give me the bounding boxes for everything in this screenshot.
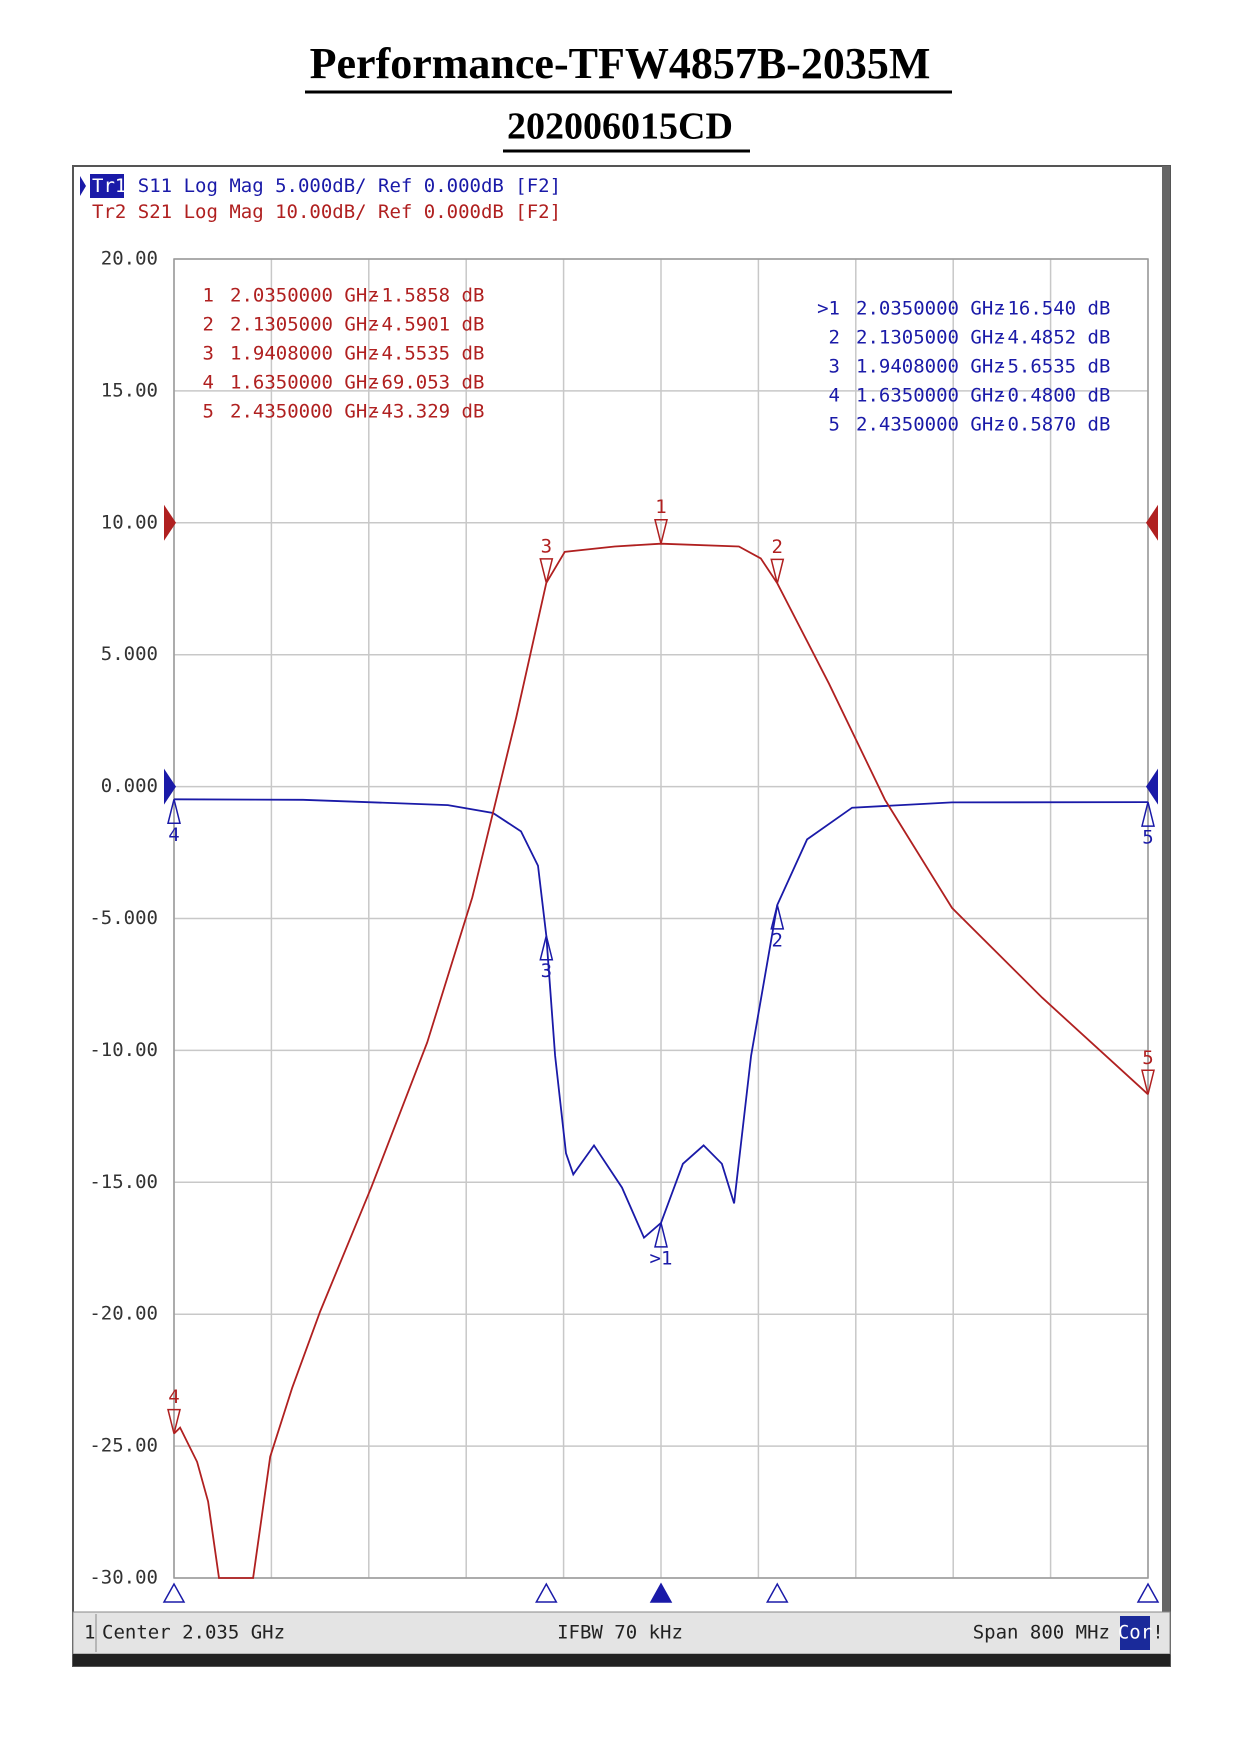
ref-indicator [164,768,176,805]
subtitle: 202006015CD [507,106,733,148]
marker-table-id: 4 [203,372,214,394]
marker-table-value: -1.5858 dB [370,285,484,307]
ref-indicator [164,504,176,541]
title: Performance-TFW4857B-2035M [310,39,931,88]
status-edge [73,1654,1170,1666]
marker [167,1408,181,1434]
y-tick-label: -10.00 [89,1039,158,1061]
legend-entry: S21 [138,201,172,223]
cor-bg [1120,1616,1150,1650]
y-tick-label: 15.00 [101,379,158,401]
marker-table-freq: 1.6350000 GHz [230,372,379,394]
marker-table-freq: 2.4350000 GHz [856,414,1005,436]
trace [173,798,1149,1240]
legend-entry: S11 [138,175,172,197]
marker [539,558,554,584]
ref-indicator [1146,504,1158,541]
marker-table-id: 3 [203,343,214,365]
marker-table-id: 5 [829,414,840,436]
marker-table-freq: 2.1305000 GHz [856,327,1005,349]
marker [654,518,668,544]
marker-id: 2 [772,536,783,558]
marker-table-id: 3 [829,356,840,378]
trace-header: Tr2 S21 Log Mag 10.00dB/ Ref 0.000dB [F2… [92,201,561,223]
marker-id: 4 [168,824,179,846]
trace-header: Tr1 S11 Log Mag 5.000dB/ Ref 0.000dB [F2… [92,175,561,197]
marker-table-freq: 2.0350000 GHz [230,285,379,307]
marker [539,935,554,961]
active-indicator [80,176,86,196]
marker [167,799,181,825]
trace-label: Tr1 [92,175,126,197]
screen-edge [1162,166,1170,1666]
trace-setting: Log Mag 10.00dB/ Ref 0.000dB [F2] [184,201,562,223]
marker-id: 5 [1142,1047,1153,1069]
y-tick-label: 0.000 [101,775,158,797]
status-bar [72,1611,1171,1655]
trace-label: Tr2 [92,201,126,223]
span: Span 800 MHz [973,1622,1110,1644]
marker [1141,801,1155,827]
marker-id: 3 [541,535,552,557]
y-tick-label: -15.00 [89,1171,158,1193]
trace-setting: Log Mag 5.000dB/ Ref 0.000dB [F2] [184,175,562,197]
y-tick-label: -5.000 [89,907,158,929]
stimulus-marker [1136,1582,1160,1603]
marker-id: 4 [168,1386,179,1408]
stimulus-marker [649,1582,673,1603]
marker-table-freq: 1.9408000 GHz [230,343,379,365]
marker-id: 5 [1142,827,1153,849]
center: Center 2.035 GHz [102,1622,285,1644]
marker-table-value: -16.540 dB [996,298,1110,320]
marker-table-value: -43.329 dB [370,401,484,423]
y-tick-label: -30.00 [89,1567,158,1589]
channel: 1 [84,1622,95,1644]
ref-indicator [1146,768,1158,805]
marker-table-value: -4.4852 dB [996,327,1110,349]
y-tick-label: -25.00 [89,1435,158,1457]
marker-table-id: 5 [203,401,214,423]
marker-table-value: -4.5901 dB [370,314,484,336]
marker-table-id: 2 [829,327,840,349]
marker [770,558,785,584]
trace-label-bg [90,174,124,198]
marker-id: 1 [655,496,666,518]
screen-frame [72,165,1171,1667]
stimulus-marker [162,1582,186,1603]
marker-id: 2 [772,929,783,951]
y-tick-label: 20.00 [101,248,158,270]
marker-table-freq: 2.4350000 GHz [230,401,379,423]
marker-table-value: -69.053 dB [370,372,484,394]
y-tick-label: 5.000 [101,643,158,665]
cor: Cor [1118,1622,1152,1644]
marker-id: >1 [650,1247,673,1269]
marker [770,904,785,930]
marker-table-id: 1 [203,285,214,307]
marker [1141,1069,1155,1095]
marker-table-value: -0.4800 dB [996,385,1110,407]
marker-table-freq: 2.0350000 GHz [856,298,1005,320]
stimulus-marker [765,1582,789,1603]
marker-table-value: -0.5870 dB [996,414,1110,436]
ifbw: IFBW 70 kHz [557,1622,683,1644]
marker-table-id: >1 [817,298,840,320]
marker-table-value: -4.5535 dB [370,343,484,365]
marker-table-id: 4 [829,385,840,407]
marker-table-value: -5.6535 dB [996,356,1110,378]
marker-table-freq: 1.9408000 GHz [856,356,1005,378]
marker-table-freq: 2.1305000 GHz [230,314,379,336]
marker-table-freq: 1.6350000 GHz [856,385,1005,407]
flag: ! [1152,1622,1163,1644]
marker-table-id: 2 [203,314,214,336]
stimulus-marker [535,1582,558,1603]
marker-id: 3 [541,960,552,982]
y-tick-label: -20.00 [89,1303,158,1325]
y-tick-label: 10.00 [101,511,158,533]
trace [173,542,1149,1579]
marker [654,1222,668,1248]
plot-border [173,258,1149,1579]
